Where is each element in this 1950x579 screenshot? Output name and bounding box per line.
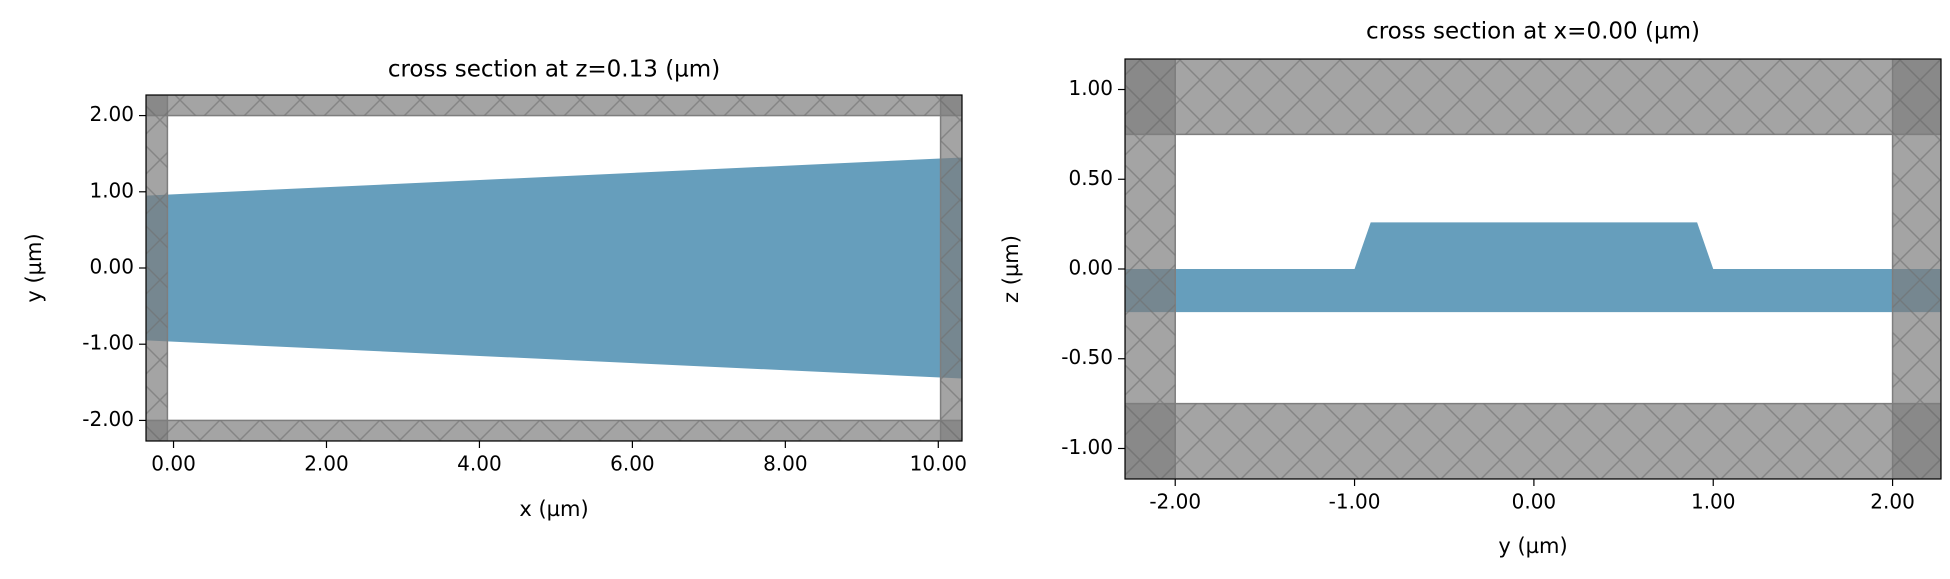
x-tick-label: 8.00 bbox=[763, 452, 808, 476]
y-tick-label: 0.00 bbox=[1068, 256, 1113, 280]
x-tick-label: 6.00 bbox=[610, 452, 655, 476]
y-tick-label: -1.00 bbox=[82, 331, 134, 355]
x-tick-label: 1.00 bbox=[1691, 490, 1736, 514]
y-tick-label: -0.50 bbox=[1061, 345, 1113, 369]
x-tick-label: 0.00 bbox=[151, 452, 196, 476]
x-axis-label: x (µm) bbox=[519, 497, 588, 521]
y-tick-label: 1.00 bbox=[1068, 76, 1113, 100]
x-tick-label: 2.00 bbox=[1870, 490, 1915, 514]
y-tick-label: -2.00 bbox=[82, 407, 134, 431]
y-tick-label: 0.00 bbox=[89, 255, 134, 279]
boundary-hatch bbox=[146, 420, 962, 441]
boundary-hatch bbox=[146, 95, 168, 441]
y-tick-label: 0.50 bbox=[1068, 166, 1113, 190]
boundary-hatch bbox=[146, 95, 962, 116]
x-axis-label: y (µm) bbox=[1498, 534, 1567, 558]
boundary-hatch bbox=[1125, 59, 1941, 135]
y-axis-label: y (µm) bbox=[22, 233, 46, 302]
x-tick-label: 10.00 bbox=[910, 452, 967, 476]
plot-area bbox=[1125, 59, 1941, 479]
x-tick-label: -2.00 bbox=[1149, 490, 1201, 514]
x-tick-label: 2.00 bbox=[304, 452, 349, 476]
y-tick-label: -1.00 bbox=[1061, 435, 1113, 459]
structure bbox=[1125, 222, 1941, 313]
boundary-hatch bbox=[940, 95, 962, 441]
x-tick-label: 0.00 bbox=[1512, 490, 1557, 514]
chart-title: cross section at x=0.00 (µm) bbox=[1366, 19, 1700, 45]
plot-area bbox=[146, 95, 962, 441]
structure bbox=[146, 157, 962, 379]
y-tick-label: 2.00 bbox=[89, 102, 134, 126]
y-tick-label: 1.00 bbox=[89, 178, 134, 202]
y-axis-label: z (µm) bbox=[999, 235, 1023, 303]
x-tick-label: 4.00 bbox=[457, 452, 502, 476]
chart-title: cross section at z=0.13 (µm) bbox=[388, 57, 720, 83]
x-tick-label: -1.00 bbox=[1329, 490, 1381, 514]
boundary-hatch bbox=[1125, 403, 1941, 479]
